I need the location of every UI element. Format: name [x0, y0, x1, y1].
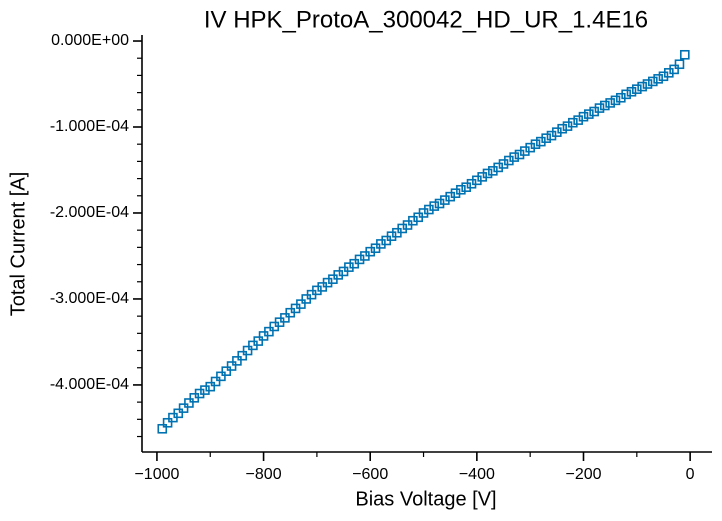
data-point: [610, 95, 621, 106]
data-point: [456, 184, 466, 195]
y-tick-label: -1.000E-04: [50, 118, 129, 135]
x-tick-label: −800: [246, 466, 282, 483]
data-point: [296, 299, 306, 309]
data-point: [541, 133, 551, 143]
chart-title: IV HPK_ProtoA_300042_HD_UR_1.4E16: [204, 6, 648, 33]
data-point: [253, 336, 264, 346]
data-point: [178, 403, 189, 413]
data-point: [568, 117, 578, 128]
x-tick-label: 0: [686, 466, 695, 483]
data-point: [162, 417, 173, 428]
data-point: [226, 361, 237, 371]
data-point: [632, 84, 642, 94]
y-tick-label: 0.000E+00: [51, 32, 129, 49]
data-point: [509, 152, 519, 162]
x-tick-label: −400: [459, 466, 495, 483]
data-point: [653, 74, 663, 84]
data-point: [584, 109, 594, 119]
data-point: [280, 313, 290, 323]
x-tick-label: −200: [565, 466, 601, 483]
data-point: [173, 408, 184, 419]
y-tick-label: -4.000E-04: [50, 376, 129, 393]
data-point: [221, 366, 232, 376]
data-point: [237, 350, 248, 361]
data-point: [210, 376, 221, 387]
data-point: [626, 86, 637, 97]
data-point: [669, 64, 679, 75]
data-point: [578, 111, 589, 122]
y-tick-label: -3.000E-04: [50, 290, 129, 307]
data-point: [600, 100, 610, 111]
data-point: [680, 49, 690, 60]
data-point: [648, 76, 658, 87]
data-point: [530, 139, 541, 149]
data-point: [557, 123, 567, 134]
data-point: [605, 98, 615, 108]
x-tick-label: −600: [352, 466, 388, 483]
x-tick-label: −1000: [134, 466, 179, 483]
y-axis-label: Total Current [A]: [7, 172, 29, 317]
data-point: [429, 201, 439, 211]
data-point: [205, 381, 216, 392]
data-point: [637, 81, 647, 92]
data-point: [594, 103, 605, 113]
data-point: [482, 168, 493, 179]
y-tick-label: -2.000E-04: [50, 204, 129, 221]
data-point: [216, 371, 226, 382]
data-point: [264, 326, 274, 337]
data-point: [184, 398, 194, 408]
data-point: [242, 345, 253, 356]
data-point: [642, 79, 653, 89]
data-point: [157, 423, 168, 434]
data-point: [232, 356, 242, 366]
data-point: [621, 89, 631, 100]
data-point: [674, 59, 685, 70]
x-axis-label: Bias Voltage [V]: [355, 488, 496, 510]
